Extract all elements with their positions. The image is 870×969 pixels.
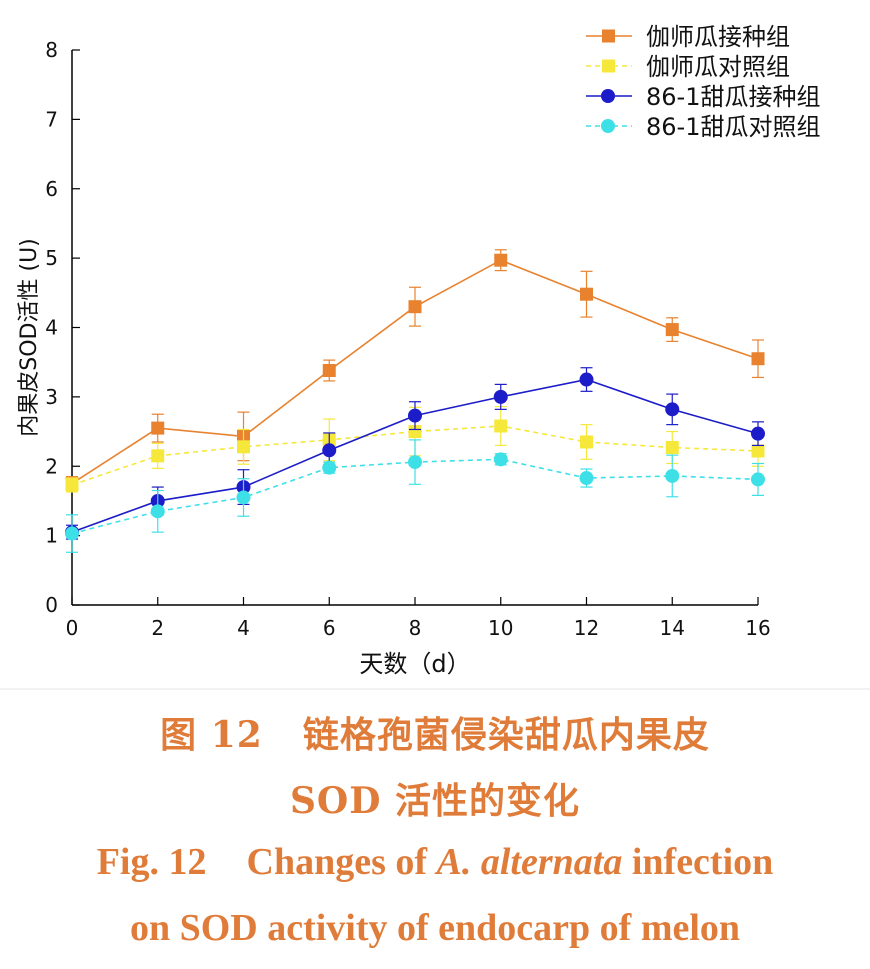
x-tick-label: 14	[660, 616, 685, 640]
data-point-melon-86-1-control	[665, 468, 680, 483]
figure-divider	[0, 688, 870, 690]
caption-zh-title: 链格孢菌侵染甜瓜内果皮	[302, 714, 710, 756]
legend-label-jiashi-inoculated: 伽师瓜接种组	[646, 23, 790, 51]
data-point-melon-86-1-inoculated	[322, 443, 337, 458]
data-point-melon-86-1-control	[150, 504, 165, 519]
caption-zh-figure-label: 图 12	[160, 714, 263, 756]
y-tick-label: 0	[45, 593, 58, 617]
x-tick-label: 8	[409, 616, 422, 640]
y-tick-label: 3	[45, 385, 58, 409]
data-point-melon-86-1-control	[65, 526, 79, 541]
x-tick-label: 0	[66, 616, 79, 640]
y-tick-label: 6	[45, 177, 58, 201]
data-point-jiashi-control	[751, 444, 765, 458]
data-point-melon-86-1-inoculated	[751, 426, 765, 441]
y-tick-label: 1	[45, 524, 58, 548]
chart-area: 0 2 4 6 8 10 12 14 16 0 1 2 3 4 5 6 7 8 天数（d） 内果皮SOD活性 (U) 伽…	[17, 23, 820, 678]
data-point-melon-86-1-inoculated	[493, 389, 508, 404]
caption-zh-line2: SOD 活性的变化	[289, 780, 581, 822]
caption-en-text-post: infection	[622, 841, 774, 883]
data-point-jiashi-inoculated	[494, 253, 508, 267]
x-tick-label: 4	[237, 616, 250, 640]
caption-zh-line1: 图 12 链格孢菌侵染甜瓜内果皮	[0, 706, 870, 758]
caption-en-line2: on SOD activity of endocarp of melon	[129, 907, 741, 949]
y-tick-label: 5	[45, 246, 58, 270]
data-point-melon-86-1-control	[322, 460, 337, 475]
caption-en-figure-label: Fig. 12	[96, 841, 207, 883]
data-point-jiashi-inoculated	[408, 300, 422, 314]
data-point-jiashi-control	[151, 449, 165, 463]
legend-label-melon-86-1-inoculated: 86-1甜瓜接种组	[646, 83, 820, 111]
y-axis-label: 内果皮SOD活性 (U)	[17, 238, 42, 436]
data-point-melon-86-1-control	[751, 472, 765, 487]
caption-en-species: A. alternata	[436, 841, 623, 883]
caption-en-line1: Fig. 12 Changes of A. alternata infection	[0, 840, 870, 884]
legend-label-melon-86-1-control: 86-1甜瓜对照组	[646, 113, 820, 141]
x-tick-label: 6	[323, 616, 336, 640]
x-tick-label: 2	[151, 616, 164, 640]
data-point-jiashi-control	[408, 425, 422, 439]
caption-en-text-pre: Changes of	[246, 841, 437, 883]
data-point-melon-86-1-control	[493, 452, 508, 467]
data-point-jiashi-control	[580, 435, 593, 449]
legend-marker	[601, 119, 615, 133]
data-point-jiashi-inoculated	[151, 421, 165, 435]
legend-marker	[602, 59, 615, 73]
x-tick-label: 10	[488, 616, 513, 640]
data-point-jiashi-inoculated	[580, 287, 593, 301]
data-point-melon-86-1-inoculated	[579, 372, 594, 387]
x-axis-label: 天数（d）	[359, 650, 470, 678]
data-point-melon-86-1-control	[236, 490, 251, 505]
data-point-jiashi-control	[65, 478, 79, 492]
data-point-jiashi-inoculated	[751, 352, 765, 366]
data-point-melon-86-1-control	[579, 471, 594, 486]
x-tick-label: 16	[745, 616, 770, 640]
x-tick-label: 12	[574, 616, 599, 640]
y-tick-label: 4	[45, 316, 58, 340]
data-point-jiashi-control	[237, 440, 250, 454]
data-point-jiashi-inoculated	[665, 323, 679, 337]
legend-marker	[601, 89, 615, 103]
y-tick-label: 2	[45, 454, 58, 478]
data-point-jiashi-inoculated	[322, 364, 336, 378]
legend-marker	[602, 29, 615, 43]
data-point-jiashi-control	[494, 419, 508, 433]
data-point-jiashi-control	[665, 441, 679, 455]
series-line-jiashi-control	[71, 425, 759, 486]
legend-label-jiashi-control: 伽师瓜对照组	[646, 53, 790, 81]
y-tick-label: 7	[45, 107, 58, 131]
data-point-melon-86-1-control	[408, 455, 422, 470]
data-point-melon-86-1-inoculated	[408, 408, 422, 423]
y-tick-label: 8	[45, 38, 58, 62]
data-point-melon-86-1-inoculated	[665, 402, 680, 417]
